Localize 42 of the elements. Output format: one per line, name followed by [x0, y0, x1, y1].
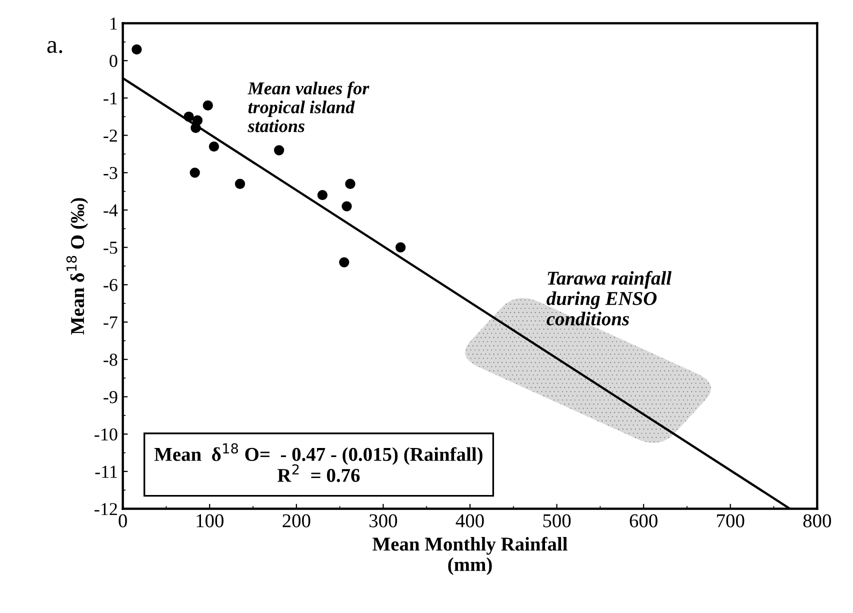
- point: [190, 168, 200, 178]
- text: a.: [47, 41, 62, 54]
- x-tick-label: 600: [630, 514, 658, 528]
- y-tick-label: -7: [104, 316, 118, 328]
- y-tick-label: -8: [104, 354, 118, 366]
- y-tick-label: -11: [95, 466, 117, 478]
- y-tick-label: 0: [110, 54, 118, 68]
- y-tick-label: -1: [104, 92, 117, 104]
- point: [317, 190, 328, 200]
- y-tick-label: -2: [104, 130, 117, 142]
- y-tick-label: -12: [94, 503, 117, 516]
- point: [342, 201, 352, 212]
- x-tick-label: 0: [118, 514, 127, 528]
- point: [190, 122, 201, 133]
- y-axis-title: Mean δ$^{18}$ O (‰): [66, 198, 88, 335]
- y-tick-label: -10: [94, 428, 118, 441]
- y-tick-label: -9: [104, 391, 118, 404]
- point: [132, 44, 142, 55]
- x-tick-label: 200: [282, 514, 310, 528]
- x-tick-label: 500: [543, 514, 571, 528]
- point: [395, 242, 406, 252]
- point: [274, 145, 284, 156]
- y-tick-label: 1: [110, 18, 117, 30]
- y-tick-label: -3: [104, 166, 118, 180]
- annotation: Mean values for tropical island stations: [248, 82, 370, 132]
- x-axis-title: Mean Monthly Rainfall (mm): [372, 536, 568, 576]
- x-tick-label: 700: [717, 514, 744, 528]
- point: [234, 178, 246, 189]
- x-tick-label: 300: [370, 514, 398, 528]
- point: [202, 100, 213, 111]
- x-tick-label: 100: [196, 514, 224, 528]
- point: [339, 257, 350, 268]
- y-tick-label: -6: [104, 279, 118, 292]
- point: [208, 141, 220, 152]
- x-tick-label: 400: [456, 514, 484, 528]
- x-tick-label: 800: [803, 514, 832, 528]
- point: [184, 112, 194, 122]
- y-tick-label: -4: [104, 204, 118, 216]
- annotation: Mean δ$^{18}$ O= - 0.47 - (0.015) (Rainfall) R$^{2}$ = 0.76: [154, 443, 482, 482]
- point: [345, 178, 356, 189]
- annotation: Tarawa rainfall during ENSO conditions: [546, 270, 672, 326]
- y-tick-label: -5: [104, 242, 118, 254]
